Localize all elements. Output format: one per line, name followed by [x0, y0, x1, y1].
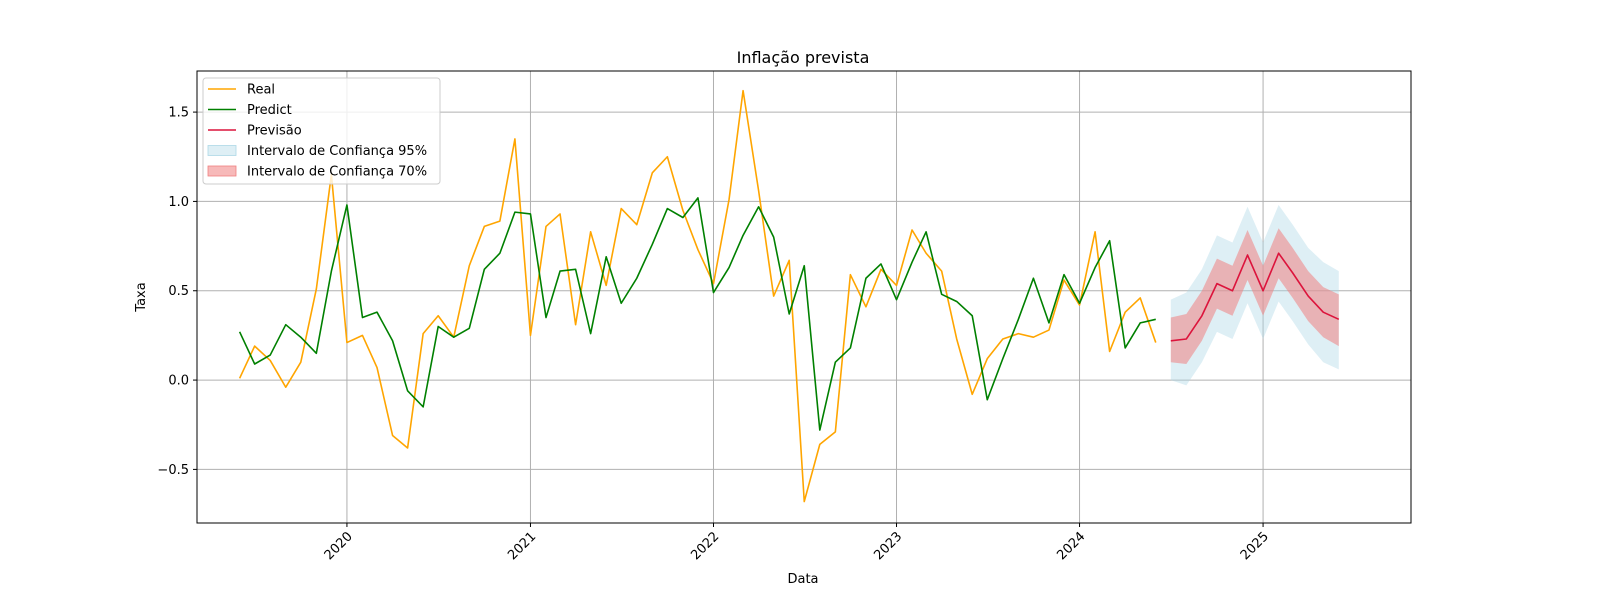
series-lines: [238, 89, 1340, 503]
series-line-real: [238, 89, 1157, 503]
y-axis-title: Taxa: [134, 282, 149, 312]
legend-swatch-ci70: [207, 165, 237, 177]
legend-label: Intervalo de Confiança 70%: [247, 165, 427, 180]
y-tick-label: 0.5: [168, 284, 189, 299]
y-tick-label: 1.0: [168, 195, 189, 210]
y-tick-label: 0.0: [168, 374, 189, 389]
legend-label: Intervalo de Confiança 95%: [247, 144, 427, 159]
y-tick-label: −0.5: [157, 463, 189, 478]
series-line-previsao: [1170, 252, 1340, 342]
legend-label: Real: [247, 83, 275, 98]
legend: Real Predict Previsão Intervalo de Confianç…: [202, 77, 441, 185]
legend-label: Previsão: [247, 124, 302, 139]
legend-swatch-ci95: [207, 145, 237, 156]
confidence-band-70: [1170, 228, 1339, 364]
plot-frame: [196, 70, 1412, 524]
legend-label: Predict: [247, 103, 292, 118]
legend-box: [202, 77, 441, 185]
y-tick-label: 1.5: [168, 106, 189, 121]
chart-title: Inflação prevista: [737, 48, 870, 67]
confidence-bands: [1170, 204, 1339, 386]
x-axis-title: Data: [787, 572, 818, 587]
series-line-predict: [238, 197, 1156, 431]
